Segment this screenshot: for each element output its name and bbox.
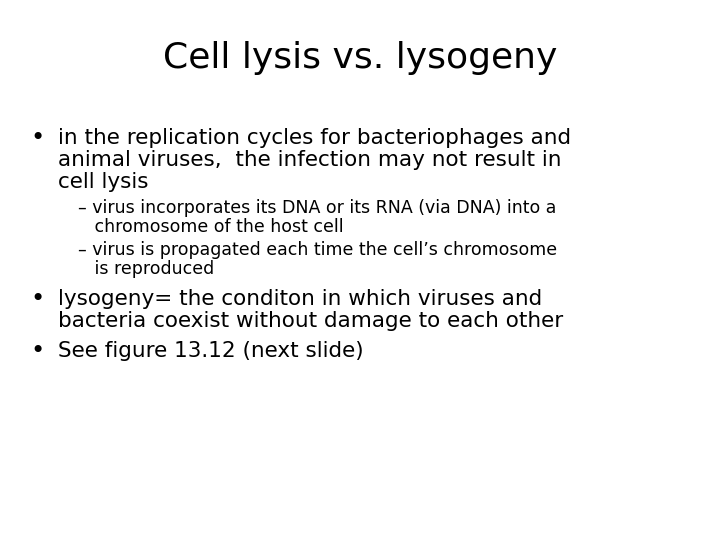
Text: animal viruses,  the infection may not result in: animal viruses, the infection may not re… [58, 150, 562, 170]
Text: cell lysis: cell lysis [58, 172, 148, 192]
Text: in the replication cycles for bacteriophages and: in the replication cycles for bacterioph… [58, 128, 571, 148]
Text: bacteria coexist without damage to each other: bacteria coexist without damage to each … [58, 311, 563, 331]
Text: •: • [31, 126, 45, 150]
Text: lysogeny= the conditon in which viruses and: lysogeny= the conditon in which viruses … [58, 289, 542, 309]
Text: – virus incorporates its DNA or its RNA (via DNA) into a: – virus incorporates its DNA or its RNA … [78, 199, 557, 217]
Text: See figure 13.12 (next slide): See figure 13.12 (next slide) [58, 341, 364, 361]
Text: Cell lysis vs. lysogeny: Cell lysis vs. lysogeny [163, 41, 557, 75]
Text: chromosome of the host cell: chromosome of the host cell [78, 218, 343, 236]
Text: is reproduced: is reproduced [78, 260, 215, 278]
Text: •: • [31, 339, 45, 363]
Text: •: • [31, 287, 45, 311]
Text: – virus is propagated each time the cell’s chromosome: – virus is propagated each time the cell… [78, 241, 557, 259]
